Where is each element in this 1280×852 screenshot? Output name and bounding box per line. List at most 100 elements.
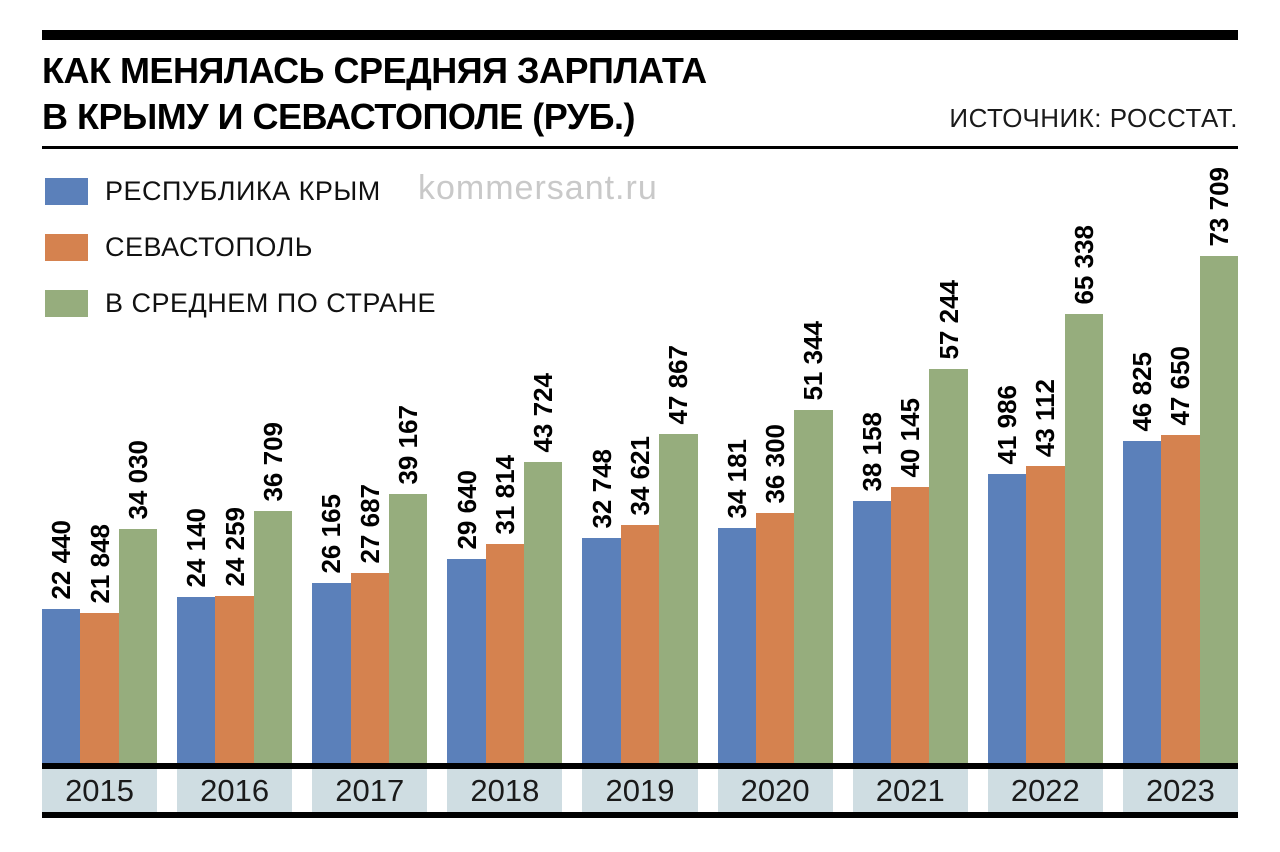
bar-country-2023: [1199, 256, 1238, 763]
bar-value-label-crimea-2015: 22 440: [46, 520, 77, 600]
x-axis-label-2019: 2019: [582, 769, 698, 812]
bar-value-label-crimea-2021: 38 158: [856, 412, 887, 492]
bar-crimea-2018: [447, 559, 486, 763]
barcol-country-2022: 65 338: [1064, 225, 1103, 763]
bar-value-label-country-2015: 34 030: [122, 440, 153, 520]
header: КАК МЕНЯЛАСЬ СРЕДНЯЯ ЗАРПЛАТА В КРЫМУ И …: [42, 48, 1238, 146]
bottom-border-line: [42, 812, 1238, 818]
bar-sevastopol-2015: [80, 613, 119, 763]
bar-group-2017: 26 165 27 687 39 167: [312, 405, 428, 763]
bar-value-label-sevastopol-2021: 40 145: [895, 398, 926, 478]
barcol-sevastopol-2021: 40 145: [891, 398, 930, 763]
bar-value-label-country-2019: 47 867: [663, 345, 694, 425]
x-axis-label-2015: 2015: [42, 769, 158, 812]
bar-crimea-2020: [717, 528, 756, 763]
bar-crimea-2021: [852, 501, 892, 763]
x-axis-label-2021: 2021: [852, 769, 968, 812]
bar-value-label-crimea-2020: 34 181: [721, 439, 752, 519]
bar-sevastopol-2016: [215, 596, 254, 763]
bar-value-label-sevastopol-2023: 47 650: [1165, 346, 1196, 426]
bar-country-2017: [388, 494, 428, 763]
x-axis-baseline: [42, 763, 1238, 769]
bar-crimea-2022: [987, 474, 1027, 763]
bars-area: 22 440 21 848 34 030 24 140 24 259 36 709 26 1…: [42, 149, 1238, 763]
barcol-country-2021: 57 244: [929, 280, 968, 763]
bar-value-label-sevastopol-2016: 24 259: [219, 507, 250, 587]
barcol-country-2018: 43 724: [524, 373, 563, 763]
title-divider-line: [42, 146, 1238, 149]
bar-crimea-2019: [582, 538, 621, 763]
x-axis-label-2017: 2017: [312, 769, 428, 812]
bar-country-2018: [524, 462, 563, 763]
barcol-sevastopol-2023: 47 650: [1161, 346, 1200, 763]
barcol-country-2016: 36 709: [253, 422, 293, 763]
title-line-2: В КРЫМУ И СЕВАСТОПОЛЕ (РУБ.): [42, 96, 636, 137]
barcol-sevastopol-2020: 36 300: [755, 424, 795, 763]
bar-group-2020: 34 181 36 300 51 344: [717, 321, 833, 763]
bar-crimea-2016: [177, 597, 216, 763]
x-axis-label-2022: 2022: [987, 769, 1103, 812]
bar-country-2019: [659, 434, 698, 763]
title-line-1: КАК МЕНЯЛАСЬ СРЕДНЯЯ ЗАРПЛАТА: [42, 50, 707, 91]
bar-value-label-sevastopol-2015: 21 848: [84, 524, 115, 604]
bar-sevastopol-2018: [485, 544, 525, 763]
watermark: kommersant.ru: [418, 169, 658, 207]
bar-sevastopol-2019: [620, 525, 660, 763]
bar-crimea-2015: [42, 609, 81, 763]
barcol-crimea-2021: 38 158: [852, 412, 892, 763]
legend-swatch-country: [45, 290, 88, 317]
bar-value-label-crimea-2019: 32 748: [586, 449, 617, 529]
legend-label-country: В СРЕДНЕМ ПО СТРАНЕ: [105, 288, 437, 318]
bar-value-label-crimea-2017: 26 165: [316, 494, 347, 574]
barcol-country-2023: 73 709: [1199, 167, 1238, 763]
barcol-sevastopol-2022: 43 112: [1026, 378, 1065, 763]
bar-group-2023: 46 825 47 650 73 709: [1122, 167, 1238, 763]
legend-swatch-sevastopol: [45, 234, 88, 261]
legend-label-sevastopol: СЕВАСТОПОЛЬ: [105, 232, 313, 262]
bar-value-label-country-2017: 39 167: [393, 405, 424, 485]
bar-sevastopol-2023: [1161, 435, 1200, 763]
bar-value-label-country-2023: 73 709: [1203, 167, 1234, 247]
x-axis-bands: 2015 2016 2017 2018 2019 2020 2021 2022 2023: [42, 769, 1238, 812]
page-title: КАК МЕНЯЛАСЬ СРЕДНЯЯ ЗАРПЛАТА В КРЫМУ И …: [42, 48, 707, 140]
legend: РЕСПУБЛИКА КРЫМ СЕВАСТОПОЛЬ В СРЕДНЕМ ПО…: [45, 176, 436, 344]
bar-value-label-sevastopol-2022: 43 112: [1030, 378, 1061, 457]
bar-group-2018: 29 640 31 814 43 724: [447, 373, 563, 763]
bar-country-2021: [929, 369, 968, 763]
bar-value-label-country-2020: 51 344: [798, 321, 829, 401]
bar-crimea-2017: [312, 583, 351, 763]
bar-value-label-country-2022: 65 338: [1068, 225, 1099, 305]
top-black-bar: [42, 30, 1238, 40]
barcol-sevastopol-2016: 24 259: [215, 507, 254, 763]
bar-value-label-crimea-2018: 29 640: [451, 470, 482, 550]
chart-area: kommersant.ru РЕСПУБЛИКА КРЫМ СЕВАСТОПОЛ…: [42, 149, 1238, 763]
bar-group-2021: 38 158 40 145 57 244: [852, 280, 968, 763]
source-label: ИСТОЧНИК: РОССТАТ.: [949, 103, 1238, 133]
bar-sevastopol-2020: [755, 513, 795, 763]
barcol-crimea-2018: 29 640: [447, 470, 486, 763]
bar-country-2016: [253, 511, 293, 763]
legend-swatch-crimea: [45, 178, 88, 205]
x-axis-label-2016: 2016: [177, 769, 293, 812]
legend-item-sevastopol: СЕВАСТОПОЛЬ: [45, 232, 436, 263]
bar-value-label-sevastopol-2018: 31 814: [489, 455, 520, 535]
bar-value-label-crimea-2022: 41 986: [991, 385, 1022, 465]
barcol-sevastopol-2018: 31 814: [485, 455, 525, 763]
legend-label-crimea: РЕСПУБЛИКА КРЫМ: [105, 176, 381, 206]
barcol-crimea-2023: 46 825: [1122, 352, 1162, 763]
legend-item-crimea: РЕСПУБЛИКА КРЫМ: [45, 176, 436, 207]
barcol-sevastopol-2017: 27 687: [350, 484, 389, 763]
barcol-crimea-2022: 41 986: [987, 385, 1027, 763]
bar-value-label-country-2018: 43 724: [528, 373, 559, 453]
barcol-sevastopol-2015: 21 848: [80, 524, 119, 763]
bar-sevastopol-2021: [891, 487, 930, 763]
barcol-crimea-2015: 22 440: [42, 520, 81, 763]
barcol-country-2020: 51 344: [794, 321, 833, 763]
bar-value-label-sevastopol-2019: 34 621: [625, 436, 655, 516]
bar-value-label-country-2016: 36 709: [258, 422, 289, 502]
barcol-country-2015: 34 030: [118, 440, 158, 763]
bar-country-2015: [118, 529, 158, 763]
bar-value-label-sevastopol-2020: 36 300: [760, 424, 791, 504]
legend-item-country: В СРЕДНЕМ ПО СТРАНЕ: [45, 288, 436, 319]
bar-group-2019: 32 748 34 621 47 867: [582, 345, 698, 763]
